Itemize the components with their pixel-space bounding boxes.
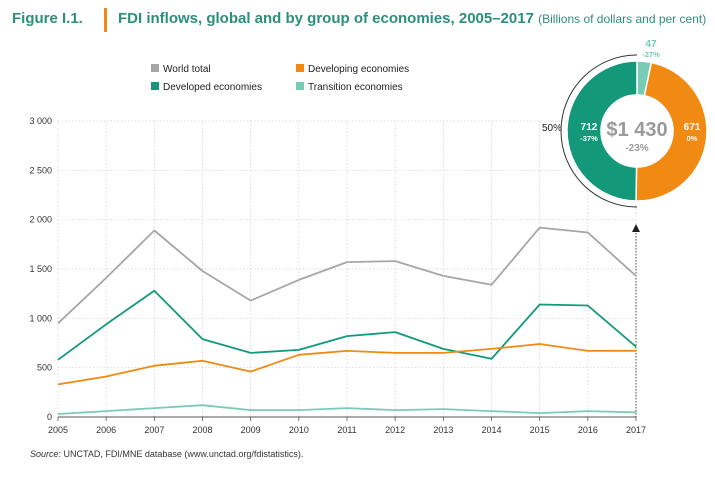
y-tick-label: 1 000 (29, 313, 52, 323)
figure-subtitle: (Billions of dollars and per cent) (538, 12, 707, 26)
legend-swatch-developing (296, 64, 304, 72)
donut-label-transition-change: -27% (642, 50, 660, 59)
series-line-developing (57, 343, 637, 386)
figure-title-text: FDI inflows, global and by group of econ… (118, 10, 534, 27)
legend-swatch-world (151, 64, 159, 72)
series-line-developed (57, 289, 637, 361)
legend-swatch-developed (151, 82, 159, 90)
donut-center-value: $1 430 (606, 119, 667, 141)
x-tick-label: 2014 (481, 425, 501, 435)
donut-label-developed-change: -37% (580, 134, 598, 143)
donut-half-label: 50% (542, 123, 562, 134)
donut-label-transition-value: 47 (645, 39, 657, 50)
donut-label-developed-value: 712 (581, 122, 598, 133)
axes: 0 500 1 000 1 500 2 000 2 500 3 000 2005 2006 200… (29, 116, 646, 435)
donut-label-developing-value: 671 (684, 122, 701, 133)
half-arc (560, 54, 638, 208)
donut-label-developing-change: 0% (687, 134, 698, 143)
legend-label-transition: Transition economies (308, 82, 403, 93)
figure-label: Figure I.1. (12, 10, 83, 27)
x-tick-label: 2015 (530, 425, 550, 435)
series-lines (57, 226, 637, 415)
figure-header: Figure I.1. FDI inflows, global and by g… (0, 0, 715, 40)
x-tick-label: 2012 (385, 425, 405, 435)
y-tick-label: 2 500 (29, 165, 52, 175)
x-tick-label: 2005 (48, 425, 68, 435)
x-tick-label: 2006 (96, 425, 116, 435)
donut-center-change: -23% (625, 143, 648, 154)
legend-label-developing: Developing economies (308, 64, 409, 75)
source-prefix: Source (30, 449, 59, 459)
donut-hole (601, 95, 673, 167)
x-tick-label: 2016 (578, 425, 598, 435)
source-note: Source: UNCTAD, FDI/MNE database (www.un… (30, 449, 303, 459)
y-tick-label: 500 (37, 363, 52, 373)
figure-title: FDI inflows, global and by group of econ… (118, 10, 706, 27)
title-divider (104, 8, 107, 32)
x-tick-label: 2017 (626, 425, 646, 435)
x-tick-label: 2011 (337, 425, 356, 435)
y-tick-label: 1 500 (29, 264, 52, 274)
x-tick-label: 2009 (241, 425, 261, 435)
x-tick-label: 2013 (433, 425, 453, 435)
grid (57, 120, 637, 417)
y-tick-label: 3 000 (29, 116, 52, 126)
x-tick-label: 2007 (144, 425, 164, 435)
series-line-world (57, 226, 637, 324)
series-line-transition (57, 404, 637, 415)
legend: World total Developed economies Developing… (151, 64, 409, 93)
legend-label-world: World total (163, 64, 211, 75)
y-tick-label: 2 000 (29, 215, 52, 225)
legend-label-developed: Developed economies (163, 82, 262, 93)
source-text: : UNCTAD, FDI/MNE database (www.unctad.o… (58, 449, 304, 459)
donut-arrow (632, 224, 640, 232)
x-tick-label: 2010 (289, 425, 309, 435)
x-tick-label: 2008 (192, 425, 212, 435)
legend-swatch-transition (296, 82, 304, 90)
y-tick-label: 0 (47, 412, 52, 422)
